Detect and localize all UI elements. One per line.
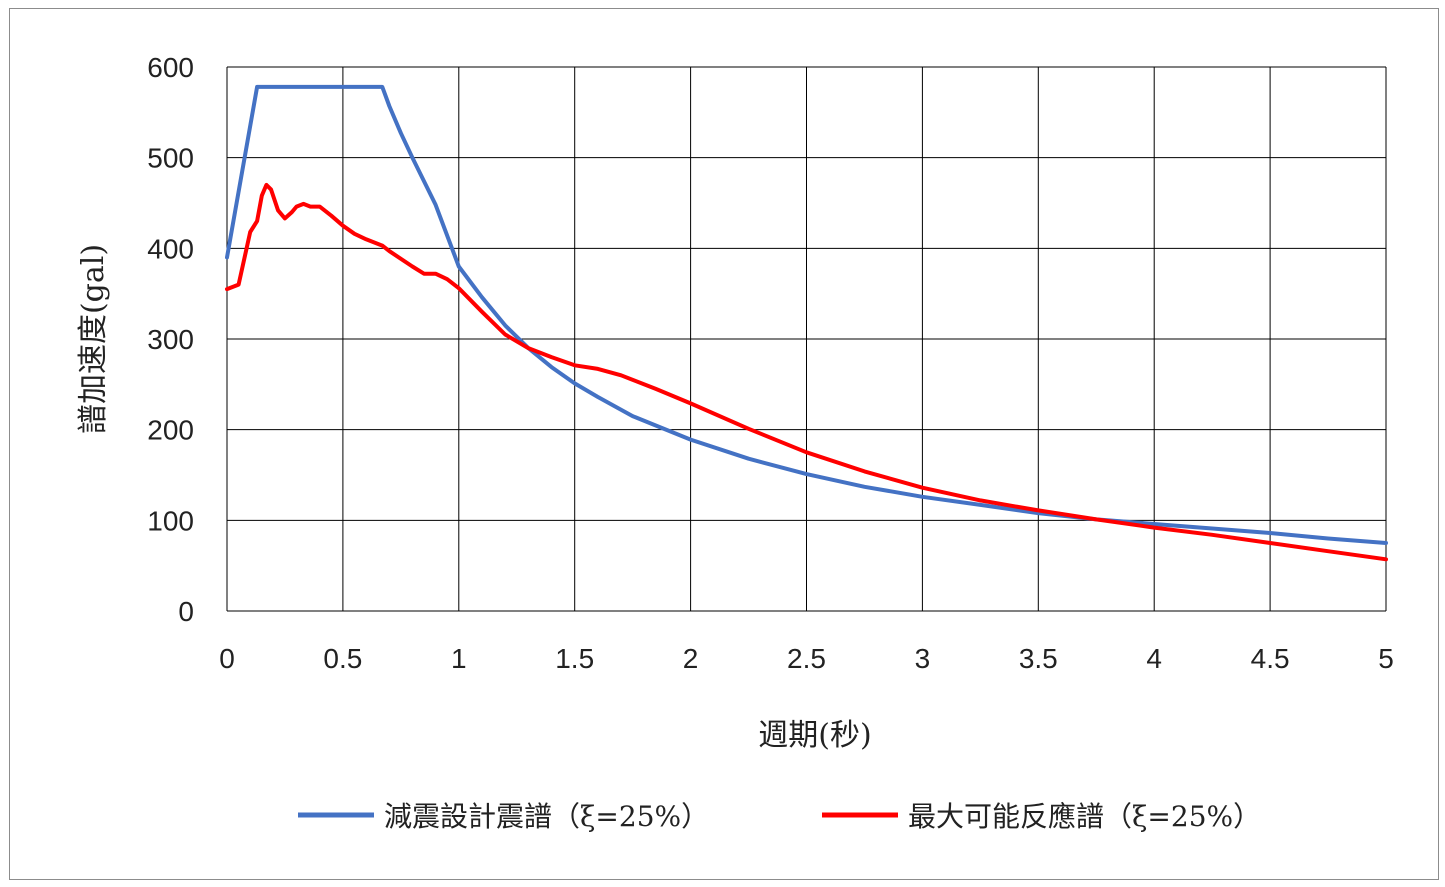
y-tick-label: 500: [147, 143, 194, 174]
x-axis-title: 週期(秒): [758, 718, 871, 753]
tick-layer: 0 0.5 1 1.5 2 2.5 3 3.5 4 4.5 5 0 100 200 300 400 500 600: [147, 52, 1394, 674]
x-tick-label: 4: [1146, 643, 1162, 674]
x-tick-label: 5: [1378, 643, 1394, 674]
y-axis-title: 譜加速度(gal): [76, 244, 111, 434]
x-tick-label: 3: [915, 643, 931, 674]
series-layer: [225, 84, 1388, 562]
x-tick-label: 1: [451, 643, 467, 674]
series-line-max-response: [225, 182, 1388, 562]
legend: 減震設計震譜（ξ=25%） 最大可能反應譜（ξ=25%）: [298, 800, 1261, 833]
y-tick-label: 600: [147, 52, 194, 83]
grid-layer: [226, 66, 1387, 612]
y-tick-label: 300: [147, 324, 194, 355]
legend-label-max-response: 最大可能反應譜（ξ=25%）: [908, 800, 1261, 833]
x-tick-label: 0: [219, 643, 235, 674]
x-tick-label: 0.5: [323, 643, 362, 674]
y-tick-label: 100: [147, 505, 194, 536]
x-tick-label: 2.5: [787, 643, 826, 674]
y-tick-label: 0: [178, 596, 194, 627]
y-tick-label: 200: [147, 415, 194, 446]
x-tick-label: 1.5: [555, 643, 594, 674]
x-tick-label: 4.5: [1251, 643, 1290, 674]
x-tick-label: 2: [683, 643, 699, 674]
x-tick-label: 3.5: [1019, 643, 1058, 674]
y-tick-label: 400: [147, 233, 194, 264]
legend-label-design-spectrum: 減震設計震譜（ξ=25%）: [384, 800, 709, 833]
